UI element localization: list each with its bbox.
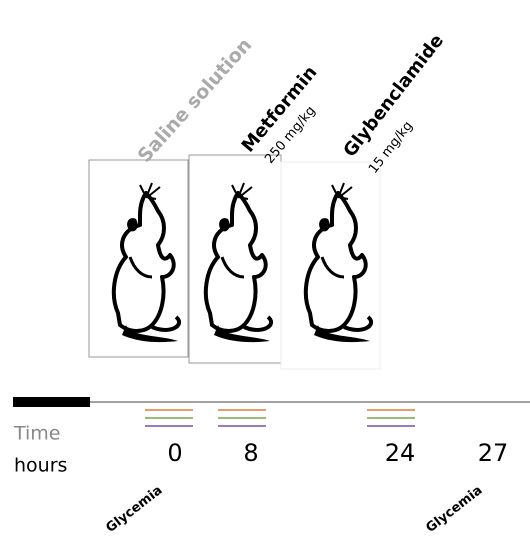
glycemia-label: Glycemia xyxy=(103,483,165,536)
group-label: Saline solution xyxy=(133,34,256,167)
hour: 0 xyxy=(167,439,182,467)
hour: 27 xyxy=(478,439,509,467)
hour: 8 xyxy=(243,439,258,467)
acclimation-bar xyxy=(13,397,90,407)
time-label: Time xyxy=(13,423,61,445)
diagram: Saline solution Metformin 250 mg/kg Glyb… xyxy=(0,0,530,536)
dose-markers xyxy=(145,410,415,426)
glycemia-label: Glycemia xyxy=(423,483,485,536)
hour: 24 xyxy=(385,439,416,467)
hours-label: hours xyxy=(14,455,67,477)
